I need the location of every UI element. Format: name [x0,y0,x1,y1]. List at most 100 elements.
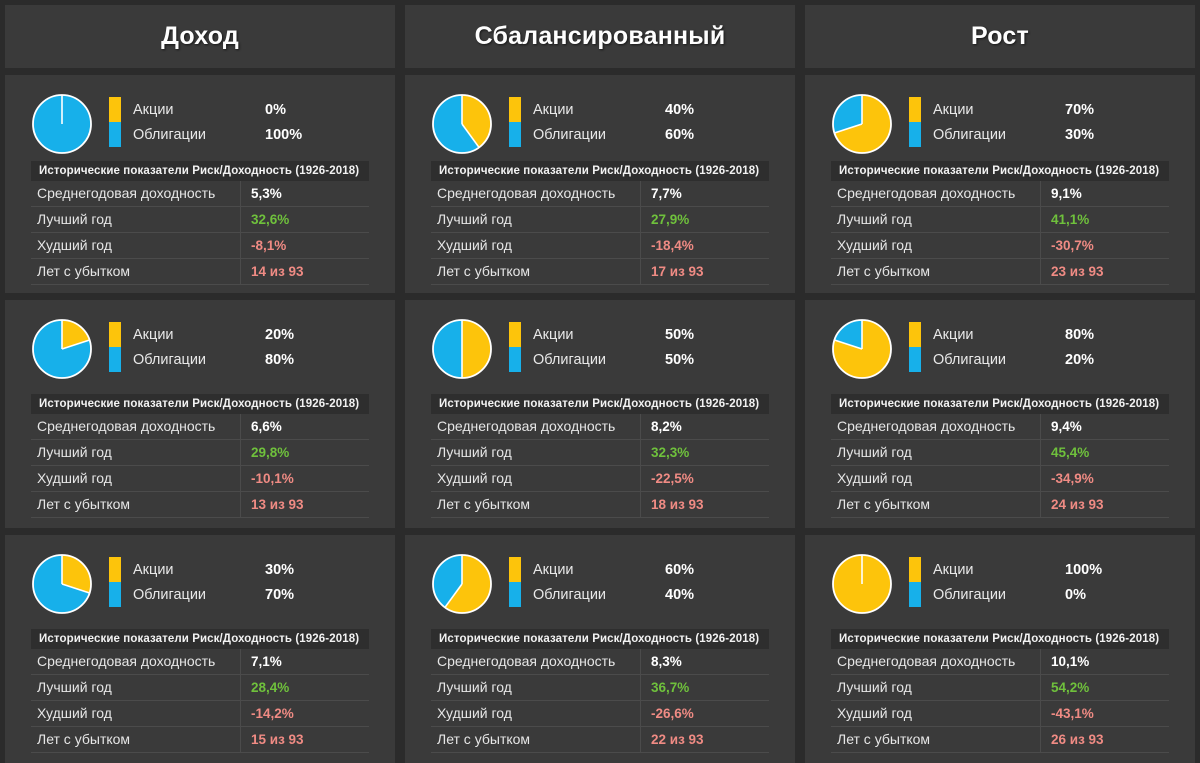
legend-percent-bonds: 80% [265,351,295,368]
allocation-summary: Акции 70% Облигации 30% [831,91,1169,155]
allocation-legend: Акции 20% Облигации 80% [133,318,369,372]
pie-chart-icon [832,554,892,614]
portfolio-card: Акции 60% Облигации 40% Исторические показат… [405,535,795,763]
stat-label: Лучший год [31,675,241,700]
legend-label-bonds: Облигации [133,586,207,603]
allocation-legend: Акции 50% Облигации 50% [533,318,769,372]
allocation-summary: Акции 100% Облигации 0% [831,551,1169,623]
stat-label: Лучший год [831,440,1041,465]
historical-stats-table: Исторические показатели Риск/Доходность … [831,629,1169,753]
allocation-summary: Акции 60% Облигации 40% [431,551,769,623]
legend-row-stocks: Акции 70% [933,97,1169,122]
swatch-bonds [509,122,521,147]
legend-percent-stocks: 60% [665,561,695,578]
stat-value-loss-years: 26 из 93 [1051,732,1104,747]
stat-value-avg-return: 9,1% [1051,186,1082,201]
stat-label: Худший год [431,233,641,258]
swatch-stocks [509,557,521,582]
legend-percent-bonds: 40% [665,586,695,603]
legend-label-stocks: Акции [533,101,574,118]
stat-value-worst-year: -30,7% [1051,238,1094,253]
legend-label-bonds: Облигации [533,126,607,143]
swatch-bonds [109,122,121,147]
portfolio-card: Акции 40% Облигации 60% Исторические показат… [405,75,795,293]
table-row: Среднегодовая доходность 10,1% [831,649,1169,675]
stat-value-best-year: 32,3% [651,445,690,460]
allocation-summary: Акции 30% Облигации 70% [31,551,369,623]
pie-chart-icon [32,554,92,614]
stat-label: Лет с убытком [31,259,241,284]
stats-table-header: Исторические показатели Риск/Доходность … [431,394,769,414]
legend-row-bonds: Облигации 80% [133,347,369,372]
legend-row-stocks: Акции 80% [933,322,1169,347]
stat-value-worst-year: -34,9% [1051,471,1094,486]
allocation-pie [831,553,893,615]
stat-label: Худший год [831,233,1041,258]
legend-percent-bonds: 0% [1065,586,1086,603]
legend-row-bonds: Облигации 70% [133,582,369,607]
stat-label: Худший год [31,233,241,258]
legend-percent-stocks: 30% [265,561,295,578]
table-row: Худший год -26,6% [431,701,769,727]
table-row: Среднегодовая доходность 5,3% [31,181,369,207]
table-row: Среднегодовая доходность 8,3% [431,649,769,675]
stat-value-worst-year: -43,1% [1051,706,1094,721]
stat-label: Худший год [831,701,1041,726]
stat-label: Среднегодовая доходность [831,649,1041,674]
historical-stats-table: Исторические показатели Риск/Доходность … [431,394,769,518]
table-row: Среднегодовая доходность 8,2% [431,414,769,440]
allocation-summary: Акции 40% Облигации 60% [431,91,769,155]
portfolio-card: Акции 80% Облигации 20% Исторические показат… [805,300,1195,528]
stat-label: Лучший год [431,675,641,700]
allocation-legend: Акции 100% Облигации 0% [933,553,1169,607]
legend-color-swatch [909,97,921,147]
stat-value-worst-year: -22,5% [651,471,694,486]
stat-label: Лет с убытком [831,259,1041,284]
stat-value-loss-years: 14 из 93 [251,264,304,279]
stat-label: Лет с убытком [31,727,241,752]
stat-label: Лет с убытком [831,727,1041,752]
legend-percent-stocks: 70% [1065,101,1095,118]
allocation-legend: Акции 40% Облигации 60% [533,93,769,147]
legend-color-swatch [509,557,521,607]
allocation-pie [31,318,93,380]
allocation-pie [431,93,493,155]
stat-value-loss-years: 24 из 93 [1051,497,1104,512]
allocation-pie [31,93,93,155]
stat-value-worst-year: -26,6% [651,706,694,721]
legend-row-bonds: Облигации 40% [533,582,769,607]
swatch-stocks [909,322,921,347]
portfolio-card: Акции 0% Облигации 100% Исторические показат… [5,75,395,293]
table-row: Худший год -14,2% [31,701,369,727]
stat-value-avg-return: 8,3% [651,654,682,669]
stat-label: Худший год [831,466,1041,491]
stat-value-loss-years: 23 из 93 [1051,264,1104,279]
stat-value-best-year: 41,1% [1051,212,1090,227]
legend-color-swatch [109,97,121,147]
table-row: Лучший год 32,3% [431,440,769,466]
stat-label: Лет с убытком [431,492,641,517]
allocation-summary: Акции 20% Облигации 80% [31,316,369,388]
legend-row-stocks: Акции 50% [533,322,769,347]
legend-percent-bonds: 20% [1065,351,1095,368]
table-row: Лучший год 29,8% [31,440,369,466]
table-row: Лет с убытком 13 из 93 [31,492,369,518]
legend-label-bonds: Облигации [933,586,1007,603]
legend-row-bonds: Облигации 20% [933,347,1169,372]
stat-label: Среднегодовая доходность [31,414,241,439]
column-title: Рост [971,22,1029,50]
table-row: Лет с убытком 24 из 93 [831,492,1169,518]
legend-percent-bonds: 100% [265,126,303,143]
allocation-legend: Акции 60% Облигации 40% [533,553,769,607]
stats-table-header: Исторические показатели Риск/Доходность … [431,629,769,649]
swatch-stocks [509,322,521,347]
stat-value-loss-years: 17 из 93 [651,264,704,279]
historical-stats-table: Исторические показатели Риск/Доходность … [831,394,1169,518]
column-title: Сбалансированный [474,22,726,50]
legend-color-swatch [909,322,921,372]
stats-table-header: Исторические показатели Риск/Доходность … [31,394,369,414]
stat-label: Среднегодовая доходность [31,649,241,674]
stat-value-worst-year: -14,2% [251,706,294,721]
allocation-summary: Акции 80% Облигации 20% [831,316,1169,388]
